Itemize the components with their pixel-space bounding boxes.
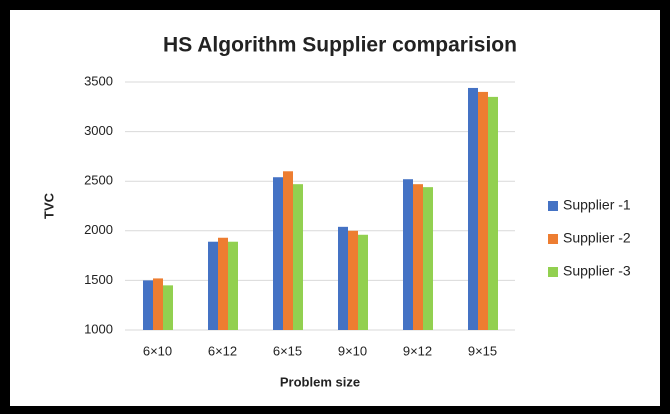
x-tick-label: 6×10: [143, 343, 172, 358]
legend-swatch: [548, 234, 558, 244]
x-tick-label: 6×15: [273, 343, 302, 358]
legend-label: Supplier -2: [563, 230, 631, 246]
bar: [283, 171, 293, 330]
bar: [228, 241, 238, 330]
bar: [468, 87, 478, 331]
bar: [273, 177, 283, 330]
bar: [403, 179, 413, 330]
y-tick-label: 2000: [84, 222, 113, 237]
bar: [218, 237, 228, 330]
legend-label: Supplier -3: [563, 263, 631, 279]
legend-swatch: [548, 267, 558, 277]
x-axis-label: Problem size: [280, 374, 360, 389]
bar: [338, 226, 348, 330]
x-tick-label: 9×15: [468, 343, 497, 358]
bar: [153, 278, 163, 330]
legend-swatch: [548, 201, 558, 211]
y-tick-label: 3000: [84, 123, 113, 138]
bar: [208, 241, 218, 330]
y-tick-label: 1500: [84, 272, 113, 287]
chart-title: HS Algorithm Supplier comparision: [163, 34, 517, 57]
bar: [348, 230, 358, 330]
bar: [413, 184, 423, 330]
bar: [143, 280, 153, 330]
x-tick-label: 9×12: [403, 343, 432, 358]
x-tick-label: 6×12: [208, 343, 237, 358]
x-tick-label: 9×10: [338, 343, 367, 358]
y-axis-label: TVC: [41, 192, 56, 219]
bar: [293, 184, 303, 330]
y-tick-label: 1000: [84, 321, 113, 336]
bar: [423, 187, 433, 330]
y-tick-label: 3500: [84, 73, 113, 88]
bar: [488, 96, 498, 330]
y-tick-label: 2500: [84, 173, 113, 188]
bar: [163, 285, 173, 330]
bar: [478, 91, 488, 330]
legend-label: Supplier -1: [563, 197, 631, 213]
bar: [358, 234, 368, 330]
